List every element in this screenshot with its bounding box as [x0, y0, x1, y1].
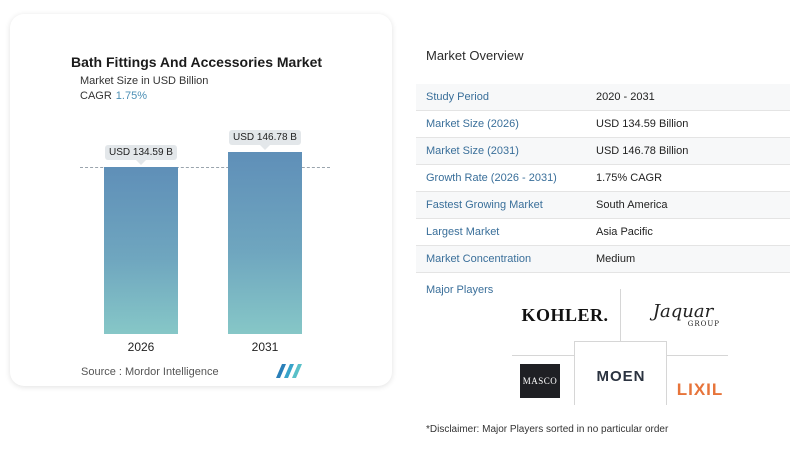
- overview-key: Growth Rate (2026 - 2031): [426, 172, 557, 184]
- chart-title: Bath Fittings And Accessories Market: [71, 54, 323, 70]
- disclaimer-text: *Disclaimer: Major Players sorted in no …: [426, 424, 669, 435]
- overview-row: Market Size (2031) USD 146.78 Billion: [416, 138, 790, 165]
- overview-value: USD 146.78 Billion: [596, 145, 689, 157]
- overview-value: 2020 - 2031: [596, 91, 655, 103]
- cagr-value: 1.75%: [115, 90, 147, 102]
- overview-key: Market Concentration: [426, 253, 532, 265]
- overview-key: Market Size (2026): [426, 118, 519, 130]
- mordor-logo-icon: [276, 364, 302, 378]
- bar-data-label: USD 134.59 B: [105, 145, 177, 165]
- cagr-line: CAGR 1.75%: [80, 90, 147, 102]
- cagr-label: CAGR: [80, 90, 112, 102]
- overview-value: USD 134.59 Billion: [596, 118, 689, 130]
- overview-key: Fastest Growing Market: [426, 199, 543, 211]
- source-text: Source : Mordor Intelligence: [81, 366, 219, 378]
- overview-value: Medium: [596, 253, 636, 265]
- grid-divider: [620, 289, 621, 341]
- grid-divider: [574, 341, 575, 405]
- bar-2031: [228, 151, 302, 334]
- lixil-logo: LIXIL: [676, 380, 724, 399]
- grid-divider: [574, 341, 666, 342]
- overview-row: Growth Rate (2026 - 2031) 1.75% CAGR: [416, 165, 790, 192]
- grid-divider: [512, 355, 574, 356]
- overview-key: Market Size (2031): [426, 145, 519, 157]
- overview-row: Market Size (2026) USD 134.59 Billion: [416, 111, 790, 138]
- bar-2026: [104, 167, 178, 334]
- overview-key: Study Period: [426, 91, 489, 103]
- grid-divider: [666, 341, 667, 405]
- jaquar-logo-text: Jaquar: [652, 300, 714, 322]
- kohler-logo: KOHLER.: [521, 304, 609, 325]
- chart-subtitle: Market Size in USD Billion: [80, 75, 209, 87]
- overview-key: Largest Market: [426, 226, 500, 238]
- x-tick-label: 2026: [127, 340, 155, 354]
- overview-value: South America: [596, 199, 668, 211]
- overview-value: 1.75% CAGR: [596, 172, 663, 184]
- moen-logo: MOEN: [596, 367, 646, 385]
- overview-row: Study Period 2020 - 2031: [416, 84, 790, 111]
- jaquar-logo: Jaquar GROUP: [646, 300, 720, 330]
- overview-title: Market Overview: [426, 48, 524, 63]
- masco-logo: MASCO: [520, 364, 560, 398]
- major-players-label: Major Players: [426, 284, 494, 296]
- reference-dashed-line: [80, 167, 330, 168]
- overview-row: Fastest Growing Market South America: [416, 192, 790, 219]
- bar-data-label: USD 146.78 B: [229, 129, 301, 150]
- jaquar-logo-sub: GROUP: [687, 319, 720, 328]
- overview-table: Study Period 2020 - 2031 Market Size (20…: [416, 84, 790, 273]
- overview-value: Asia Pacific: [596, 226, 653, 238]
- overview-row: Market Concentration Medium: [416, 246, 790, 273]
- x-tick-label: 2031: [251, 340, 279, 354]
- overview-row: Largest Market Asia Pacific: [416, 219, 790, 246]
- chart-card: [10, 14, 392, 386]
- grid-divider: [666, 355, 728, 356]
